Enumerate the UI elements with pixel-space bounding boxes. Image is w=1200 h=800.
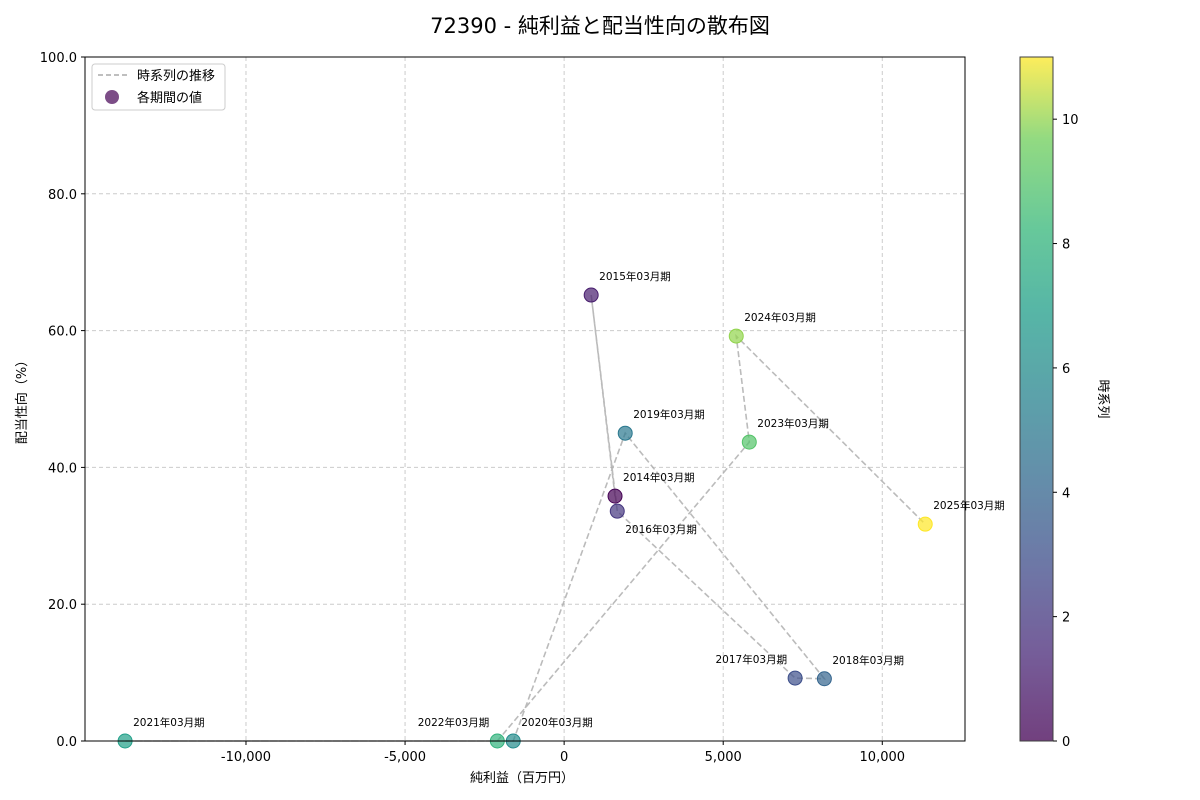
y-tick-label: 100.0 xyxy=(40,51,77,66)
data-point xyxy=(728,328,744,344)
point-label: 2024年03月期 xyxy=(744,311,816,324)
y-tick-label: 0.0 xyxy=(56,735,77,750)
legend-entry-points: 各期間の値 xyxy=(137,90,202,106)
y-tick-label: 20.0 xyxy=(48,598,77,613)
data-point xyxy=(609,503,625,519)
data-point xyxy=(607,488,623,504)
x-axis-label: 純利益（百万円） xyxy=(470,771,574,786)
point-label: 2016年03月期 xyxy=(625,523,697,536)
point-label: 2020年03月期 xyxy=(521,716,593,729)
y-tick-label: 60.0 xyxy=(48,325,77,340)
chart-title: 72390 - 純利益と配当性向の散布図 xyxy=(430,14,770,38)
colorbar-tick-label: 2 xyxy=(1062,611,1070,626)
colorbar-label: 時系列 xyxy=(1095,379,1110,418)
point-label: 2018年03月期 xyxy=(832,654,904,667)
trend-polyline xyxy=(125,294,926,742)
point-label: 2022年03月期 xyxy=(418,716,490,729)
point-label: 2021年03月期 xyxy=(133,716,205,729)
colorbar-tick-label: 0 xyxy=(1062,735,1070,750)
data-point xyxy=(917,516,933,532)
point-label: 2019年03月期 xyxy=(633,408,705,421)
colorbar-tick-label: 4 xyxy=(1062,486,1070,501)
legend-entry-trend: 時系列の推移 xyxy=(137,69,215,84)
y-tick-label: 80.0 xyxy=(48,188,77,203)
colorbar-tick-label: 6 xyxy=(1062,362,1070,377)
trend-line xyxy=(125,294,926,742)
plot-frame xyxy=(84,56,966,742)
x-tick-label: -5,000 xyxy=(384,750,426,765)
point-label: 2017年03月期 xyxy=(716,653,788,666)
y-axis-label: 配当性向（%） xyxy=(14,354,30,444)
colorbar-tick-label: 8 xyxy=(1062,238,1070,253)
point-label: 2023年03月期 xyxy=(757,417,829,430)
data-point xyxy=(617,425,633,441)
x-tick-label: 5,000 xyxy=(705,750,742,765)
y-tick-label: 40.0 xyxy=(48,461,77,476)
point-label: 2015年03月期 xyxy=(599,270,671,283)
grid xyxy=(85,57,965,741)
data-point xyxy=(787,670,803,686)
point-label: 2025年03月期 xyxy=(933,499,1005,512)
legend-marker-swatch xyxy=(105,90,119,104)
x-tick-label: 0 xyxy=(560,750,568,765)
colorbar xyxy=(1019,56,1054,742)
data-point xyxy=(741,434,757,450)
x-tick-label: -10,000 xyxy=(221,750,271,765)
data-point xyxy=(816,671,832,687)
data-point xyxy=(583,287,599,303)
legend: 時系列の推移 各期間の値 xyxy=(91,63,226,111)
x-tick-label: 10,000 xyxy=(860,750,906,765)
point-label: 2014年03月期 xyxy=(623,471,695,484)
colorbar-tick-label: 10 xyxy=(1062,113,1079,128)
